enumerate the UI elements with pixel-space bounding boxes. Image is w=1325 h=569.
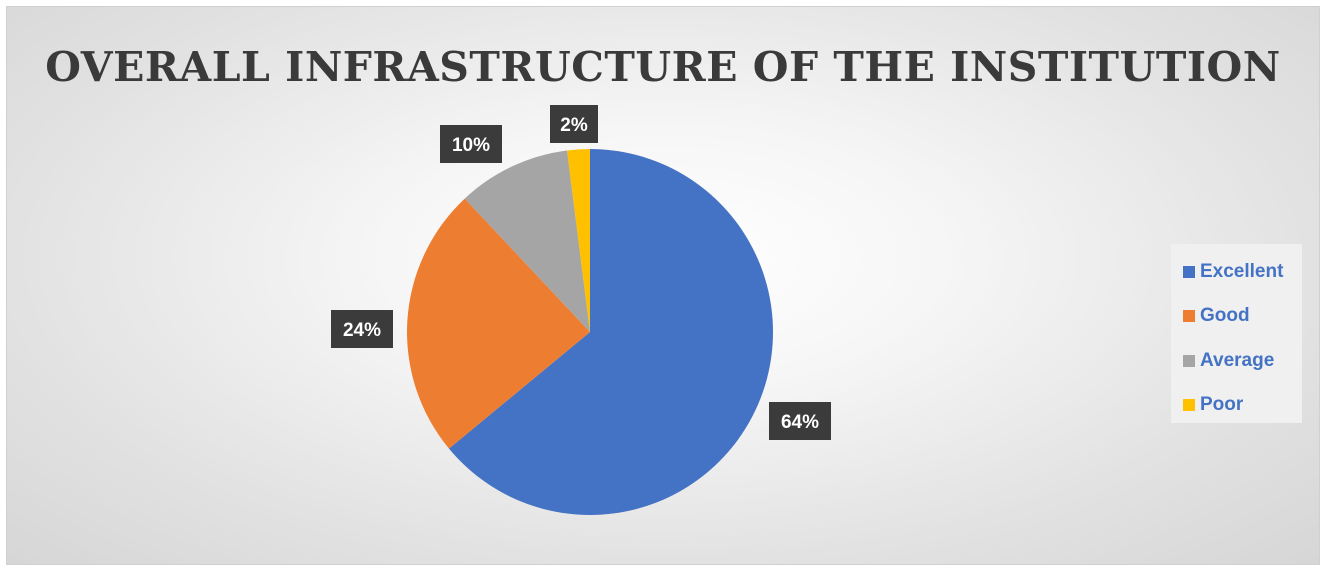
legend-item-poor: Poor <box>1183 394 1243 416</box>
chart-area: OVERALL INFRASTRUCTURE OF THE INSTITUTIO… <box>6 6 1320 565</box>
data-label-average: 10% <box>440 125 502 163</box>
legend-label-excellent: Excellent <box>1200 261 1284 282</box>
legend-swatch-poor <box>1183 399 1195 411</box>
data-label-box <box>550 105 598 143</box>
data-label-poor: 2% <box>550 105 598 143</box>
legend-swatch-excellent <box>1183 266 1195 278</box>
legend: Excellent Good Average Poor <box>1171 244 1302 423</box>
data-label-text: 64% <box>781 412 819 433</box>
data-label-box <box>331 310 393 348</box>
pie-chart: 64% 24% 10% 2% <box>331 105 831 515</box>
data-label-box <box>769 402 831 440</box>
legend-item-average: Average <box>1183 350 1274 372</box>
pie-slice-poor <box>567 149 590 332</box>
legend-swatch-average <box>1183 355 1195 367</box>
legend-label-average: Average <box>1200 350 1275 371</box>
pie-slice-good <box>406 198 590 449</box>
data-label-good: 24% <box>331 310 393 348</box>
legend-swatch-good <box>1183 310 1195 322</box>
legend-item-good: Good <box>1183 305 1250 327</box>
data-label-text: 2% <box>560 115 588 136</box>
data-label-text: 24% <box>343 320 381 341</box>
legend-item-excellent: Excellent <box>1183 261 1283 283</box>
pie-slice-average <box>464 150 590 332</box>
chart-title: OVERALL INFRASTRUCTURE OF THE INSTITUTIO… <box>45 43 1281 91</box>
legend-label-poor: Poor <box>1200 394 1244 415</box>
legend-label-good: Good <box>1200 305 1250 326</box>
data-label-text: 10% <box>452 135 490 156</box>
data-label-excellent: 64% <box>769 402 831 440</box>
data-label-box <box>440 125 502 163</box>
pie-slice-excellent <box>448 149 773 515</box>
